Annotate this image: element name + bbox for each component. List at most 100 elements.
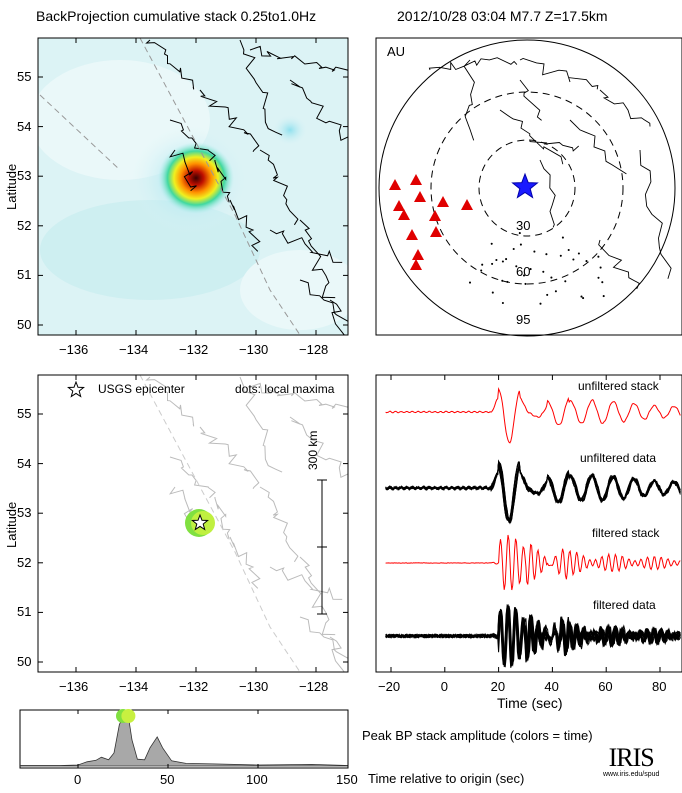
island-dot: [524, 282, 527, 285]
island-dot: [529, 268, 532, 271]
island-dot: [597, 276, 600, 279]
station-triangle-icon: [410, 174, 422, 185]
ring-label: 60: [516, 264, 531, 279]
x-axis-label: Time (sec): [497, 695, 563, 711]
island-dot: [542, 270, 545, 273]
event-info: 2012/10/28 03:04 M7.7 Z=17.5km: [397, 8, 608, 24]
filtered-stack-trace: [385, 534, 681, 591]
x-tick-label: 0: [74, 772, 82, 787]
ring-label: 30: [516, 218, 531, 233]
coastline: [428, 57, 672, 290]
island-dot: [491, 291, 494, 294]
map-bottom-frame: [37, 374, 349, 673]
usgs-epicenter-star-icon: [191, 513, 209, 531]
globe-outline: [378, 39, 676, 337]
wave-label: unfiltered data: [580, 451, 657, 465]
station-triangle-icon: [410, 259, 422, 270]
x-tick-label: 20: [490, 679, 506, 694]
station-triangle-icon: [461, 199, 473, 210]
coastline: [145, 376, 348, 672]
x-tick-label: 150: [336, 772, 358, 787]
peak-amplitude-area: [20, 713, 349, 767]
x-tick-label: −134: [119, 342, 149, 357]
station-triangle-icon: [437, 196, 449, 207]
island-dot: [506, 280, 509, 283]
ring-label: 95: [516, 312, 531, 327]
island-dot: [519, 243, 522, 246]
island-dot: [490, 242, 493, 245]
island-dot: [602, 295, 605, 298]
y-tick-label: 52: [17, 217, 32, 233]
y-tick-label: 55: [17, 69, 32, 84]
wave-label: filtered stack: [592, 526, 660, 540]
legend-dots: dots: local maxima: [235, 382, 335, 396]
x-tick-label: 40: [544, 679, 559, 694]
unfiltered-data-trace: [385, 459, 681, 524]
island-dot: [480, 269, 483, 272]
island-dot: [512, 247, 515, 251]
island-dot: [501, 260, 504, 263]
y-tick-label: 51: [17, 267, 32, 283]
station-triangle-icon: [412, 249, 424, 260]
x-tick-label: −132: [179, 679, 209, 694]
filtered-data-trace: [385, 604, 681, 667]
island-dot: [491, 262, 494, 265]
unfiltered-stack-trace: [385, 386, 681, 444]
coastline: [145, 39, 348, 335]
figure-title: BackProjection cumulative stack 0.25to1.…: [36, 8, 317, 24]
island-dot: [539, 302, 542, 305]
station-triangle-icon: [389, 179, 401, 190]
plate-boundary-line: [139, 38, 301, 335]
map-top-frame: [37, 37, 349, 336]
x-tick-label: 60: [598, 679, 613, 694]
distance-ring-60: [430, 91, 624, 285]
island-dot: [582, 297, 585, 300]
x-tick-label: −128: [299, 342, 329, 357]
peak-title: Peak BP stack amplitude (colors = time): [362, 728, 593, 743]
island-dot: [597, 255, 600, 258]
x-tick-label: 100: [246, 772, 268, 787]
x-tick-label: −132: [179, 342, 209, 357]
y-tick-label: 53: [17, 168, 32, 184]
y-tick-label: 50: [17, 654, 32, 669]
island-dot: [550, 276, 553, 279]
island-dot: [580, 295, 583, 298]
y-tick-label: 52: [17, 554, 32, 570]
station-triangle-icon: [398, 209, 410, 220]
legend-star-icon: [67, 380, 85, 398]
array-label: AU: [387, 44, 406, 59]
station-triangle-icon: [429, 210, 441, 221]
island-dot: [599, 266, 602, 269]
local-maxima-panel: [38, 375, 348, 672]
x-tick-label: −130: [239, 342, 269, 357]
station-triangle-icon: [430, 226, 442, 237]
station-triangle-icon: [406, 229, 418, 240]
y-tick-label: 51: [17, 604, 32, 620]
peak-amplitude-frame: [19, 709, 349, 769]
x-tick-label: 80: [652, 679, 667, 694]
y-tick-label: 54: [17, 455, 32, 471]
island-dot: [468, 281, 472, 284]
y-tick-label: 50: [17, 317, 32, 332]
y-tick-label: 55: [17, 406, 32, 421]
x-tick-label: −130: [239, 679, 269, 694]
island-dot: [518, 232, 521, 235]
epicenter-star-icon: [511, 172, 539, 199]
island-dot: [481, 263, 484, 266]
x-tick-label: −136: [59, 342, 89, 357]
y-tick-label: 53: [17, 505, 32, 521]
x-tick-label: 0: [440, 679, 449, 694]
island-dot: [554, 290, 557, 293]
filtered-data-trace: [385, 605, 681, 668]
x-tick-label: 50: [160, 772, 175, 787]
distance-ring-30: [478, 139, 576, 237]
island-dot: [567, 248, 570, 252]
island-dot: [577, 252, 580, 255]
island-dot: [545, 253, 548, 256]
x-tick-label: −128: [299, 679, 329, 694]
wave-label: filtered data: [593, 598, 656, 612]
station-globe-panel: [375, 37, 682, 337]
wave-label: unfiltered stack: [578, 379, 659, 393]
iris-logo: IRIS www.iris.edu/spud: [603, 743, 660, 779]
y-tick-label: 54: [17, 118, 32, 134]
